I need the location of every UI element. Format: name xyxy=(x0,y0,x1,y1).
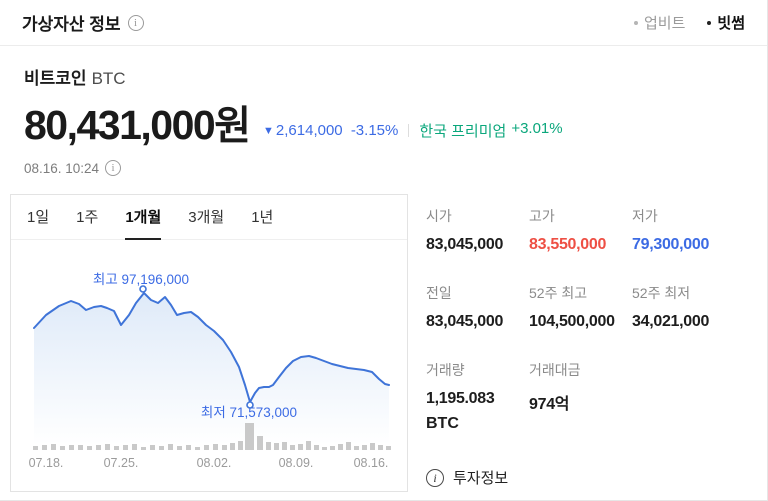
svg-text:최고 97,196,000: 최고 97,196,000 xyxy=(93,272,189,287)
stat-volume: 거래량 1,195.083 BTC xyxy=(426,360,529,433)
chart-card: 1일 1주 1개월 3개월 1년 최고 97,196,000 최저 71,573,… xyxy=(10,194,408,492)
tab-1month[interactable]: 1개월 xyxy=(125,195,162,240)
price-unit: 원 xyxy=(214,104,251,148)
premium-value: +3.01% xyxy=(511,120,563,137)
stat-label: 52주 최저 xyxy=(632,285,691,301)
stat-high: 고가 83,550,000 xyxy=(529,206,632,254)
premium-label: 한국 프리미엄 xyxy=(419,123,507,140)
invest-info-link[interactable]: i 투자정보 xyxy=(426,467,756,488)
svg-text:07.18.: 07.18. xyxy=(29,456,64,470)
svg-text:08.16.: 08.16. xyxy=(354,456,389,470)
bullet-icon xyxy=(633,20,638,25)
stat-label: 고가 xyxy=(529,208,555,224)
korea-premium: 한국 프리미엄 +3.01% xyxy=(419,120,562,141)
exchange-label: 업비트 xyxy=(643,15,686,32)
stat-value: 34,021,000 xyxy=(632,313,710,330)
timestamp: 08.16. 10:24 xyxy=(24,160,100,176)
stat-value: 83,550,000 xyxy=(529,236,607,253)
stat-label: 거래량 xyxy=(426,362,465,378)
exchange-label: 빗썸 xyxy=(717,15,745,32)
stat-group-volume: 거래량 1,195.083 BTC 거래대금 974억 xyxy=(426,360,756,433)
stat-52w-low: 52주 최저 34,021,000 xyxy=(632,283,756,331)
stat-prev-close: 전일 83,045,000 xyxy=(426,283,529,331)
svg-text:최저 71,573,000: 최저 71,573,000 xyxy=(201,405,297,420)
coin-title: 비트코인 BTC xyxy=(24,64,745,89)
svg-text:07.25.: 07.25. xyxy=(104,456,139,470)
info-icon[interactable]: i xyxy=(105,160,122,176)
period-tabs: 1일 1주 1개월 3개월 1년 xyxy=(11,195,407,240)
bullet-icon xyxy=(707,20,712,25)
down-arrow-icon: ▼ xyxy=(263,124,274,137)
tab-1year[interactable]: 1년 xyxy=(251,209,274,226)
info-icon[interactable]: i xyxy=(127,14,144,31)
stat-52w-high: 52주 최고 104,500,000 xyxy=(529,283,632,331)
invest-link-label: 투자정보 xyxy=(453,470,509,487)
stat-label: 전일 xyxy=(426,285,452,301)
stat-label: 저가 xyxy=(632,208,658,224)
header-title-group: 가상자산 정보 i xyxy=(22,10,144,35)
stat-value: 83,045,000 xyxy=(426,313,504,330)
timestamp-row: 08.16. 10:24 i xyxy=(24,160,745,176)
exchange-selector: 업비트 빗썸 xyxy=(633,12,745,33)
divider xyxy=(408,124,410,137)
widget-header: 가상자산 정보 i 업비트 빗썸 xyxy=(0,0,767,46)
change-amount: 2,614,000 xyxy=(275,122,343,139)
price-change: ▼ 2,614,000 -3.15% xyxy=(263,122,398,139)
stat-low: 저가 79,300,000 xyxy=(632,206,756,254)
stat-value: 974억 xyxy=(529,396,570,413)
stat-value: 79,300,000 xyxy=(632,236,710,253)
stat-label: 52주 최고 xyxy=(529,285,588,301)
tab-1week[interactable]: 1주 xyxy=(76,209,99,226)
widget-title: 가상자산 정보 xyxy=(22,15,121,34)
stat-label: 거래대금 xyxy=(529,362,581,378)
change-row: ▼ 2,614,000 -3.15% 한국 프리미엄 +3.01% xyxy=(263,120,563,146)
price-row: 80,431,000 원 ▼ 2,614,000 -3.15% 한국 프리미엄 … xyxy=(24,102,745,148)
stat-value: 104,500,000 xyxy=(529,313,615,330)
stat-label: 시가 xyxy=(426,208,452,224)
price-chart-svg[interactable]: 최고 97,196,000 최저 71,573,000 07.18. 07.25. 08… xyxy=(11,240,409,491)
coin-name: 비트코인 xyxy=(24,69,87,88)
stat-group-52week: 전일 83,045,000 52주 최고 104,500,000 52주 최저 … xyxy=(426,283,756,331)
stat-value: 83,045,000 xyxy=(426,236,504,253)
price-summary: 비트코인 BTC 80,431,000 원 ▼ 2,614,000 -3.15% … xyxy=(0,46,767,176)
svg-text:08.02.: 08.02. xyxy=(197,456,232,470)
stats-panel: 시가 83,045,000 고가 83,550,000 저가 79,300,00… xyxy=(408,194,756,492)
svg-text:08.09.: 08.09. xyxy=(279,456,314,470)
tab-1day[interactable]: 1일 xyxy=(27,209,50,226)
current-price: 80,431,000 xyxy=(24,102,216,148)
stat-volume-unit: BTC xyxy=(426,415,459,432)
exchange-tab-upbit[interactable]: 업비트 xyxy=(633,12,686,33)
exchange-tab-bithumb[interactable]: 빗썸 xyxy=(707,12,745,33)
stat-value: 1,195.083 xyxy=(426,390,495,407)
coin-symbol: BTC xyxy=(91,69,126,88)
tab-3month[interactable]: 3개월 xyxy=(188,209,225,226)
info-circle-icon: i xyxy=(426,468,444,487)
stat-open: 시가 83,045,000 xyxy=(426,206,529,254)
change-percent: -3.15% xyxy=(350,122,399,139)
stat-traded-value: 거래대금 974억 xyxy=(529,360,632,433)
content-row: 1일 1주 1개월 3개월 1년 최고 97,196,000 최저 71,573,… xyxy=(0,194,767,492)
stat-group-daily: 시가 83,045,000 고가 83,550,000 저가 79,300,00… xyxy=(426,206,756,254)
